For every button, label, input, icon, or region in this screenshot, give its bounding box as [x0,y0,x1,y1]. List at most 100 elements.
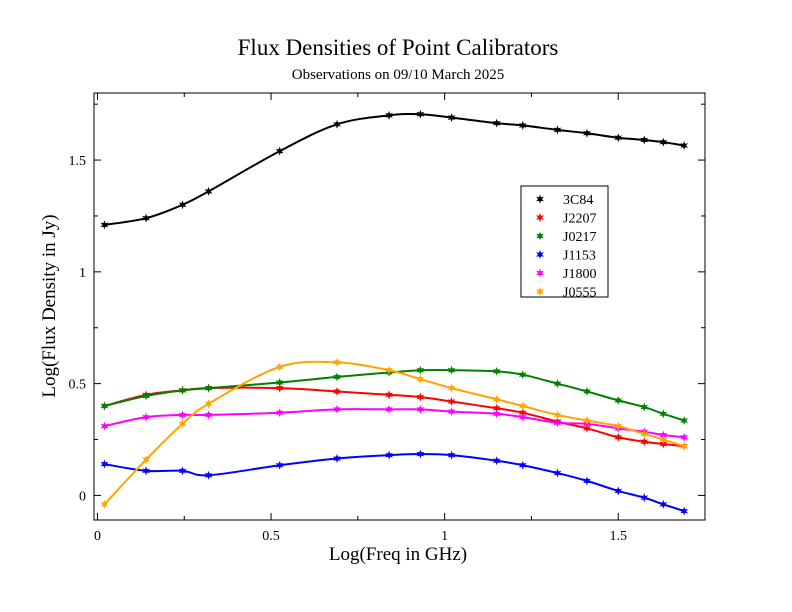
data-point [142,412,150,422]
data-point [492,456,501,466]
data-point [659,499,668,509]
legend-marker [536,213,544,222]
legend-marker [536,287,544,296]
data-point [640,493,649,503]
data-point [614,133,623,143]
data-point [100,499,109,509]
data-point [142,391,150,401]
data-point [333,372,341,382]
data-point [680,441,689,451]
data-point [518,401,527,411]
data-point [416,374,425,384]
data-point [614,432,623,442]
data-point [680,506,689,516]
series-3C84 [100,109,689,230]
data-point [178,410,187,420]
x-tick-label: 1 [441,529,448,544]
y-tick-label: 0.5 [69,378,87,393]
legend-label: J1800 [563,267,596,282]
data-point [492,118,501,128]
data-point [680,141,689,151]
data-point [385,404,393,414]
data-point [142,466,150,476]
series-J0555 [100,357,689,509]
data-point [142,455,150,465]
legend-label: J1153 [563,249,596,264]
data-point [142,213,150,223]
data-point [333,119,341,129]
x-tick-label: 1.5 [609,529,627,544]
data-point [100,401,109,411]
data-point [416,404,425,414]
legend-marker [536,250,544,259]
data-point [100,220,109,230]
data-point [447,407,456,417]
data-point [659,137,668,147]
data-point [614,486,623,496]
data-point [385,110,393,120]
plot-area [100,109,689,516]
data-point [178,466,187,476]
data-point [416,109,425,119]
data-point [416,365,425,375]
data-point [385,365,393,375]
data-point [583,416,591,425]
data-point [640,437,649,447]
x-axis-label: Log(Freq in GHz) [329,544,467,565]
data-point [275,383,284,393]
series-line [103,360,685,506]
y-tick-label: 1.5 [69,154,87,169]
data-point [333,357,341,367]
legend-marker [536,194,544,204]
legend-label: J0217 [563,230,596,245]
data-point [204,399,213,409]
data-point [447,383,456,393]
x-tick-label: 0 [94,529,101,544]
data-point [640,135,649,145]
legend-marker [536,268,544,278]
x-axis-ticks: 0 0.5 1 1.5 [94,93,706,544]
data-point [416,392,425,402]
data-point [659,439,668,449]
data-point [492,409,501,419]
data-point [385,450,393,460]
data-point [447,365,456,375]
legend-label: J0555 [563,286,596,301]
data-point [583,128,591,138]
series-line [104,453,685,513]
data-point [333,454,341,463]
data-point [518,460,527,470]
data-point [553,410,562,420]
chart-title: Flux Densities of Point Calibrators [238,35,559,60]
data-point [518,120,527,130]
legend-box [520,185,609,298]
data-point [553,379,562,389]
data-point [614,421,623,431]
data-point [178,200,187,210]
data-point [333,386,341,396]
data-point [204,470,213,480]
data-point [583,476,591,486]
data-point [100,421,109,431]
data-point [659,409,668,419]
data-point [640,402,649,412]
data-point [385,390,393,400]
x-tick-label: 0.5 [262,529,280,544]
legend-label: J2207 [563,212,596,227]
data-point [553,418,562,428]
data-point [614,395,623,405]
data-point [275,408,284,418]
chart-subtitle: Observations on 09/10 March 2025 [292,67,504,83]
data-point [583,423,591,433]
data-point [518,412,527,422]
y-tick-label: 1 [79,266,86,281]
data-point [659,435,668,444]
data-point [416,449,425,459]
series-J0217 [100,365,689,425]
data-point [204,383,213,393]
data-point [518,370,527,380]
data-point [492,366,501,376]
y-axis-label: Log(Flux Density in Jy) [39,214,60,397]
data-point [275,460,284,470]
